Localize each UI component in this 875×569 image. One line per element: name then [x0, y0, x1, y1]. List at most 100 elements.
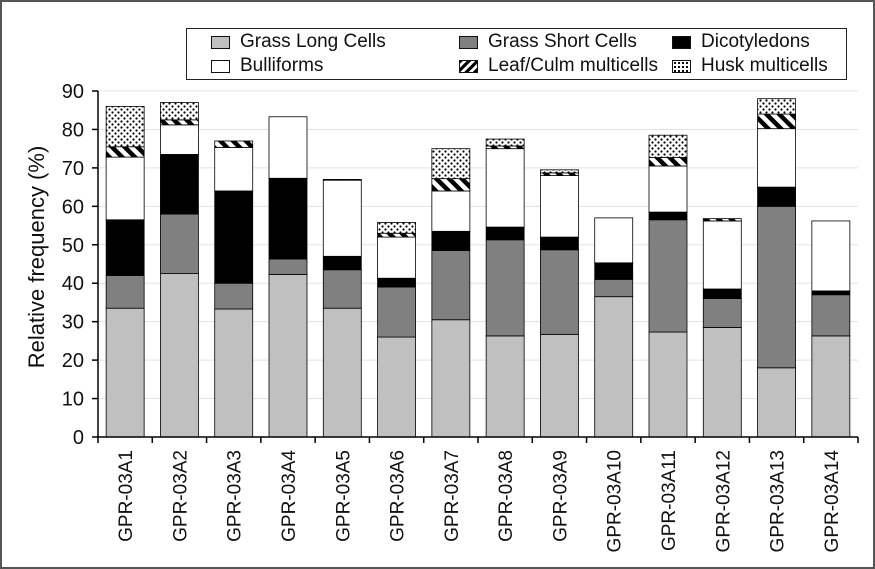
y-tick-label: 20: [62, 350, 84, 372]
bar-segment: [322, 269, 362, 309]
bar-segment: [811, 220, 851, 292]
bar-segment: [268, 116, 308, 179]
x-tick-label: GPR-03A2: [170, 450, 191, 542]
bar-segment: [594, 278, 634, 298]
bar-segment: [485, 145, 525, 150]
bar-segment: [648, 134, 688, 158]
bar-segment: [214, 140, 254, 148]
legend-swatch: [672, 35, 691, 49]
bar-segment: [702, 218, 742, 222]
bar-segment: [322, 255, 362, 271]
x-tick-label: GPR-03A10: [605, 450, 626, 552]
bar-segment: [105, 156, 145, 221]
y-tick-label: 40: [62, 273, 84, 295]
bar-segment: [377, 222, 416, 234]
legend-swatch: [459, 59, 478, 73]
x-tick-label: GPR-03A11: [659, 450, 680, 551]
legend-label: Husk multicells: [701, 55, 828, 76]
bar-segment: [160, 102, 199, 121]
bar-segment: [105, 219, 145, 276]
legend-label: Leaf/Culm multicells: [488, 55, 658, 76]
bar-segment: [377, 232, 416, 238]
bar-segment: [594, 262, 634, 280]
bar-segment: [702, 288, 742, 300]
x-tick-label: GPR-03A1: [116, 450, 137, 542]
grid-lines: [98, 90, 858, 400]
x-tick-label: GPR-03A14: [822, 450, 843, 553]
bar-segment: [540, 249, 579, 335]
bar-segment: [105, 105, 145, 148]
bar-segment: [377, 277, 416, 288]
y-tick-label: 0: [73, 427, 84, 449]
bar-segment: [485, 226, 525, 241]
x-tick-label: GPR-03A6: [388, 450, 409, 542]
bar-segment: [214, 282, 254, 310]
bar-segment: [648, 211, 688, 221]
bar-segment: [757, 367, 796, 438]
bar-segment: [757, 186, 796, 207]
y-tick-label: 50: [62, 235, 84, 257]
bar-segment: [160, 154, 199, 215]
y-tick-labels: 0 10 20 30 40 50 60 70 80 90: [62, 81, 84, 449]
bar-segment: [540, 236, 579, 251]
legend-label: Grass Short Cells: [488, 31, 637, 52]
bar-segment: [811, 290, 851, 296]
bar-segment: [322, 179, 362, 257]
legend-item: Dicotyledons: [672, 31, 810, 53]
bar-segment: [160, 124, 199, 155]
bar-segment: [485, 138, 525, 147]
bar-segment: [105, 307, 145, 438]
bar-segment: [214, 147, 254, 192]
bar-segment: [485, 335, 525, 438]
y-tick-label: 10: [62, 389, 84, 411]
y-axis-label: Relative frequency (%): [24, 146, 49, 369]
bar-segment: [757, 205, 796, 369]
bar-segment: [268, 273, 308, 438]
legend-item: Husk multicells: [672, 55, 828, 77]
bar-segment: [757, 113, 796, 130]
legend-label: Grass Long Cells: [240, 31, 386, 52]
legend-swatch: [459, 35, 478, 49]
bar-segment: [160, 273, 199, 438]
legend-swatch: [211, 59, 230, 73]
bar-segment: [431, 319, 471, 438]
bar-segment: [540, 172, 579, 176]
bar-segment: [594, 217, 634, 264]
x-tick-label: GPR-03A3: [225, 450, 246, 542]
chart-legend: Grass Long Cells Grass Short Cells Dicotyl…: [186, 28, 847, 80]
bar-segment: [540, 169, 579, 174]
legend-item: Grass Short Cells: [459, 31, 637, 53]
bar-segment: [160, 119, 199, 126]
legend-label: Dicotyledons: [701, 31, 810, 52]
x-tick-label: GPR-03A13: [768, 450, 789, 552]
bar-segment: [811, 294, 851, 337]
bar-segment: [322, 179, 362, 181]
bar-segment: [105, 146, 145, 158]
bar-segment: [757, 128, 796, 188]
legend-swatch: [211, 35, 230, 49]
legend-swatch: [672, 59, 691, 73]
bar-segment: [594, 296, 634, 438]
x-tick-label: GPR-03A8: [496, 450, 517, 542]
x-tick-label: GPR-03A7: [442, 450, 463, 542]
bar-segment: [214, 308, 254, 438]
legend-label: Bulliforms: [240, 55, 324, 76]
axes-group: [92, 90, 859, 443]
bar-segment: [431, 178, 471, 192]
x-tick-labels: GPR-03A1 GPR-03A2 GPR-03A3 GPR-03A4 GPR-03A5…: [116, 450, 843, 553]
bar-segment: [540, 175, 579, 238]
bar-segment: [648, 165, 688, 213]
bar-segment: [268, 177, 308, 260]
bar-segment: [485, 148, 525, 228]
y-tick-label: 90: [62, 81, 84, 103]
bar-segment: [431, 230, 471, 251]
bar-segment: [377, 236, 416, 279]
bar-segment: [377, 286, 416, 338]
bars-group: [105, 98, 851, 438]
y-tick-label: 30: [62, 312, 84, 334]
bar-segment: [540, 333, 579, 438]
bar-segment: [431, 190, 471, 232]
bar-segment: [648, 157, 688, 167]
y-tick-label: 70: [62, 158, 84, 180]
